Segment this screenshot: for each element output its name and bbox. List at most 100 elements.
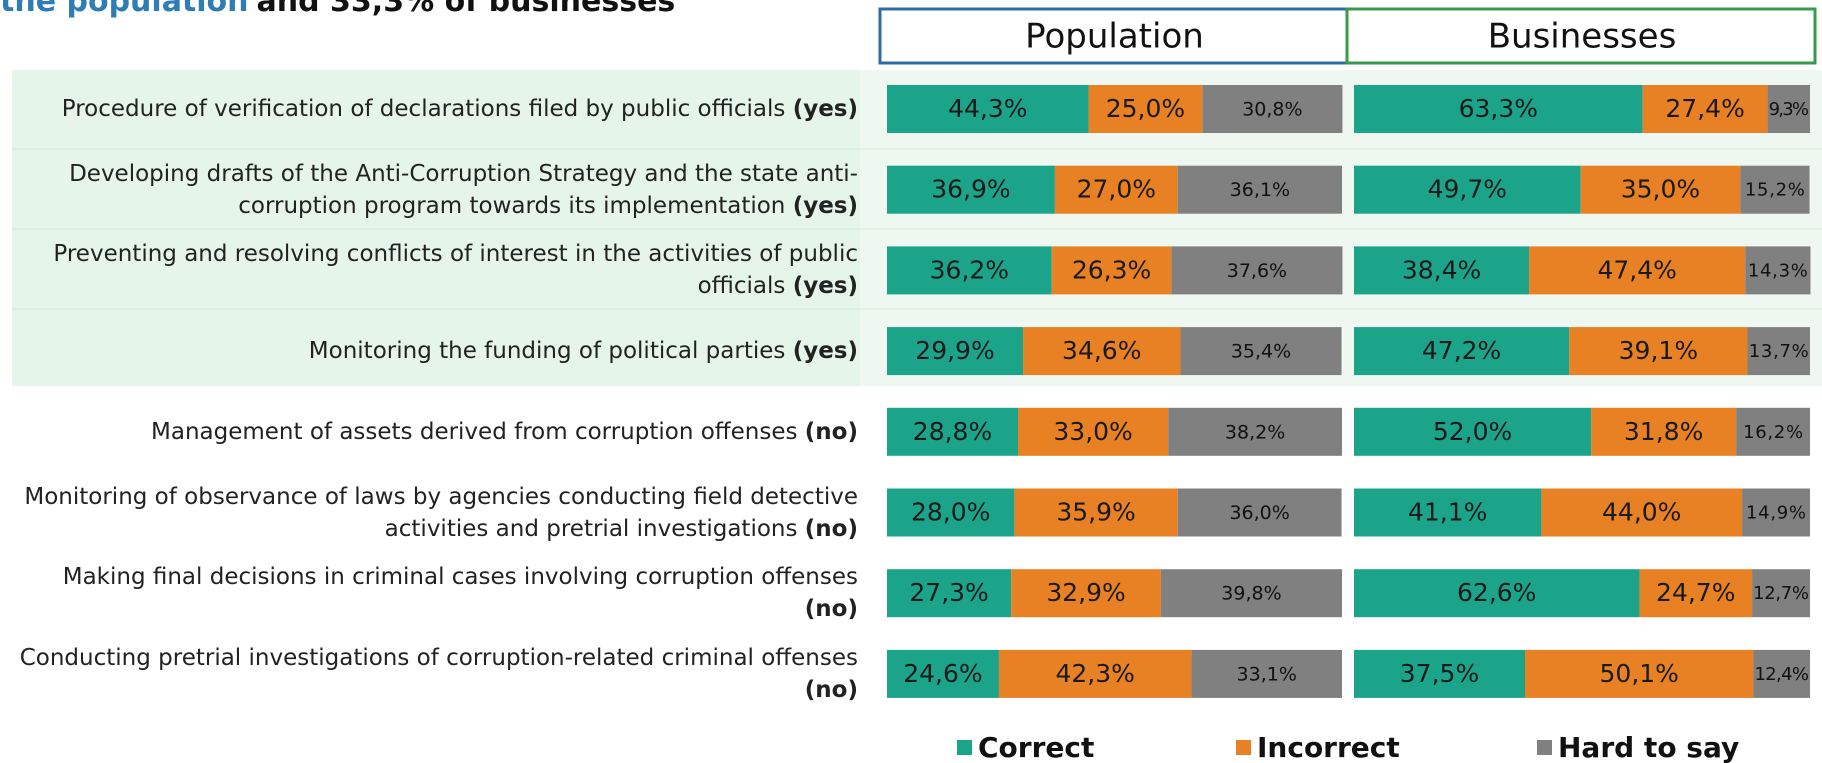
category-tag: (no) <box>804 418 858 445</box>
category-tag: (yes) <box>792 192 858 219</box>
value-label: 15,2% <box>1745 180 1805 201</box>
bar-segment <box>1354 327 1570 376</box>
legend-label: Hard to say <box>1558 731 1739 763</box>
bar-segment <box>1168 407 1342 456</box>
category-label: Developing drafts of the Anti-Corruption… <box>8 158 858 222</box>
value-label: 31,8% <box>1624 417 1703 446</box>
bar-segment <box>1051 246 1172 295</box>
title-highlight: the population <box>0 0 249 19</box>
panel-title: Businesses <box>1488 17 1677 57</box>
category-tag: (yes) <box>792 96 858 122</box>
bar-segment <box>998 649 1192 698</box>
value-label: 36,1% <box>1230 179 1290 201</box>
bar-segment <box>1591 407 1737 456</box>
bar-segment <box>1736 407 1810 456</box>
value-label: 39,8% <box>1221 583 1281 605</box>
category-text: Management of assets derived from corrup… <box>151 418 798 445</box>
value-label: 34,6% <box>1062 336 1141 365</box>
bar-segment <box>1054 165 1178 214</box>
category-label: Preventing and resolving conflicts of in… <box>8 238 858 302</box>
value-label: 38,4% <box>1402 255 1481 284</box>
bar-segment <box>1014 488 1178 537</box>
panel-header <box>878 7 1349 65</box>
category-label: Conducting pretrial investigations of co… <box>8 642 858 706</box>
bar-segment <box>1018 407 1169 456</box>
category-text: Monitoring of observance of laws by agen… <box>24 483 858 542</box>
value-label: 24,7% <box>1656 578 1735 607</box>
value-label: 35,0% <box>1621 175 1700 204</box>
bar-segment <box>1160 569 1342 618</box>
category-tag: (no) <box>804 676 858 703</box>
category-label: Procedure of verification of declaration… <box>8 93 858 125</box>
bar-segment <box>887 246 1052 295</box>
value-label: 29,9% <box>915 336 994 365</box>
value-label: 44,3% <box>948 94 1027 123</box>
bar-segment <box>1745 246 1811 295</box>
bar-segment <box>1202 85 1343 133</box>
value-label: 36,2% <box>930 255 1009 284</box>
highlight-band <box>12 70 860 386</box>
value-label: 33,1% <box>1237 663 1297 685</box>
value-label: 42,3% <box>1055 659 1134 688</box>
bar-segment <box>1354 165 1581 214</box>
title-rest: and 33,3% of businesses <box>257 0 676 19</box>
bar-segment <box>1525 649 1754 698</box>
category-tag: (yes) <box>792 273 858 300</box>
category-text: Conducting pretrial investigations of co… <box>19 644 858 671</box>
category-tag: (no) <box>804 596 858 623</box>
value-label: 9,3% <box>1769 99 1809 120</box>
value-label: 49,7% <box>1428 175 1507 204</box>
bar-segment <box>1752 569 1810 618</box>
category-label: Monitoring the funding of political part… <box>8 335 858 367</box>
bar-segment <box>1639 569 1753 618</box>
bar-segment <box>887 85 1089 133</box>
value-label: 13,7% <box>1749 341 1809 362</box>
value-label: 47,4% <box>1597 255 1676 284</box>
bar-segment <box>1354 649 1525 698</box>
bar-segment <box>1740 165 1810 214</box>
bar-segment <box>1171 246 1343 295</box>
bar-segment <box>887 327 1024 376</box>
value-label: 41,1% <box>1408 498 1487 527</box>
bar-segment <box>1191 649 1342 698</box>
value-label: 26,3% <box>1072 255 1151 284</box>
bar-segment <box>1742 488 1810 537</box>
bar-segment <box>887 569 1012 618</box>
legend-swatch <box>1236 740 1251 755</box>
bar-segment <box>1177 488 1342 537</box>
value-label: 14,3% <box>1748 260 1808 281</box>
value-label: 44,0% <box>1602 498 1681 527</box>
value-label: 52,0% <box>1433 417 1512 446</box>
bar-segment <box>1354 246 1530 295</box>
legend-label: Correct <box>978 731 1094 763</box>
panel-title: Population <box>1025 17 1204 57</box>
bar-segment <box>1580 165 1741 214</box>
value-label: 14,9% <box>1746 503 1806 524</box>
bar-segment <box>887 407 1019 456</box>
value-label: 36,0% <box>1229 502 1289 524</box>
legend-swatch <box>957 740 972 755</box>
value-label: 28,8% <box>913 417 992 446</box>
category-text: Preventing and resolving conflicts of in… <box>53 241 858 300</box>
value-label: 27,0% <box>1077 175 1156 204</box>
bar-segment <box>1569 327 1748 376</box>
value-label: 16,2% <box>1743 422 1803 443</box>
category-text: Monitoring the funding of political part… <box>308 338 786 365</box>
bar-segment <box>1354 407 1592 456</box>
value-label: 30,8% <box>1242 99 1302 121</box>
value-label: 35,4% <box>1231 341 1291 363</box>
category-text: Making final decisions in criminal cases… <box>62 564 858 591</box>
bar-segment <box>1354 488 1542 537</box>
bar-segment <box>1767 85 1810 133</box>
bar-segment <box>1354 85 1643 133</box>
value-label: 37,5% <box>1400 659 1479 688</box>
bar-segment <box>1354 569 1640 618</box>
panel-header <box>1345 7 1817 65</box>
bar-segment <box>1642 85 1768 133</box>
bar-segment <box>887 649 999 698</box>
chart-title: the population and 33,3% of businesses <box>0 0 675 19</box>
bar-segment <box>1180 327 1342 376</box>
bar-segment <box>887 488 1015 537</box>
value-label: 25,0% <box>1106 94 1185 123</box>
